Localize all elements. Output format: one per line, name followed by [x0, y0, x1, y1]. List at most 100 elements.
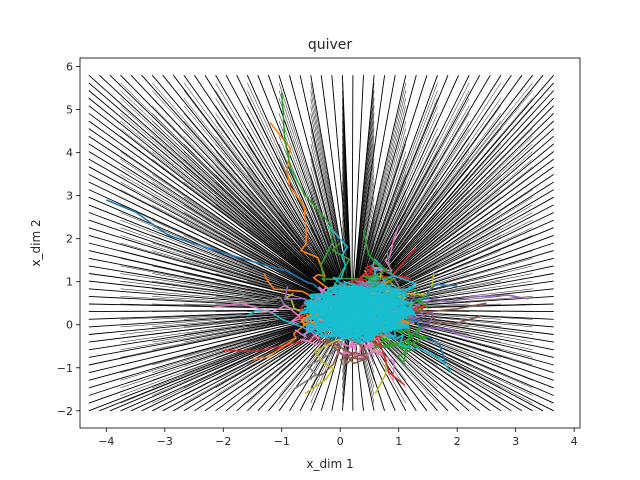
vector-arrow [363, 82, 555, 297]
vector-arrow [356, 75, 438, 296]
y-tick-label: 6 [66, 61, 73, 74]
vector-arrow [152, 82, 341, 297]
vector-arrow [88, 128, 337, 300]
vector-arrow [152, 128, 341, 299]
vector-arrow [120, 310, 339, 335]
vector-arrow [310, 98, 350, 298]
x-tick-label: 0 [337, 435, 344, 448]
vector-arrow [358, 82, 470, 297]
vector-arrow [354, 75, 396, 296]
vector-arrow [247, 174, 346, 302]
trajectory-layer [105, 92, 528, 395]
vector-arrow [88, 227, 337, 306]
vector-arrow [183, 97, 342, 298]
vector-arrow [358, 74, 470, 296]
vector-arrow [356, 82, 438, 297]
vector-arrow [310, 113, 350, 298]
vector-arrow [351, 75, 354, 296]
vector-arrow [183, 219, 342, 305]
vector-arrow [88, 273, 337, 308]
vector-arrow [352, 75, 375, 296]
vector-arrow [152, 158, 341, 301]
vector-arrow [352, 75, 364, 296]
vector-arrow [120, 315, 339, 412]
vector-arrow [289, 75, 349, 296]
x-tick-label: −3 [157, 435, 173, 448]
y-axis-label: x_dim 2 [29, 219, 43, 266]
vector-arrow [152, 151, 341, 301]
vector-arrow [215, 204, 344, 304]
vector-arrow [183, 181, 342, 303]
vector-arrow [120, 158, 339, 301]
vector-arrow [354, 128, 407, 299]
vector-arrow [88, 105, 337, 298]
vector-arrow [310, 174, 350, 302]
vector-arrow [363, 90, 555, 297]
trajectory-core [299, 280, 417, 345]
vector-arrow [278, 159, 348, 301]
x-axis: −4 −3 −2 −1 0 1 2 3 4 [98, 428, 578, 448]
vector-arrow [363, 315, 554, 412]
vector-arrow [363, 315, 544, 412]
y-axis: −2 −1 0 1 2 3 4 5 6 [57, 61, 80, 418]
vector-arrow [363, 74, 555, 296]
vector-arrow [88, 312, 337, 366]
vector-arrow [362, 82, 533, 297]
x-tick-label: −2 [215, 435, 231, 448]
vector-arrow [247, 151, 346, 301]
vector-arrow [88, 143, 337, 301]
vector-arrow [152, 204, 341, 304]
vector-arrow [362, 74, 533, 296]
vector-arrow [88, 173, 337, 303]
vector-arrow [356, 113, 438, 298]
vector-arrow [363, 74, 544, 296]
vector-arrow [278, 90, 348, 297]
vector-arrow [215, 158, 344, 301]
vector-arrow [109, 74, 338, 296]
vector-arrow [120, 181, 339, 303]
vector-arrow [120, 189, 339, 303]
vector-arrow [354, 75, 407, 296]
vector-arrow [363, 97, 555, 298]
vector-arrow [120, 151, 339, 301]
vector-arrow [183, 74, 343, 296]
vector-arrow [278, 143, 348, 300]
vector-arrow [354, 90, 407, 297]
x-tick-label: 4 [571, 435, 578, 448]
vector-arrow [363, 166, 554, 302]
vector-arrow [247, 143, 346, 300]
vector-arrow [354, 120, 407, 299]
vector-arrow [359, 74, 481, 296]
vector-arrow [120, 265, 339, 308]
y-tick-label: −2 [57, 405, 73, 418]
y-tick-label: −1 [57, 362, 73, 375]
x-tick-label: −4 [98, 435, 114, 448]
vector-arrow [152, 250, 340, 307]
vector-arrow [183, 90, 342, 297]
vector-arrow [354, 98, 407, 298]
y-tick-label: 0 [66, 319, 73, 332]
vector-arrow [183, 82, 342, 297]
vector-arrow [278, 105, 348, 298]
vector-arrow [360, 74, 502, 296]
vector-arrow [152, 136, 341, 300]
x-tick-label: 1 [395, 435, 402, 448]
vector-arrow [152, 219, 340, 305]
x-tick-label: 2 [454, 435, 461, 448]
vector-arrow [355, 75, 428, 296]
vector-arrow [247, 189, 346, 303]
vector-arrow [120, 313, 339, 381]
plot-area-frame [79, 57, 581, 429]
vector-arrow [359, 74, 491, 296]
vector-arrow [363, 112, 555, 299]
y-tick-label: 5 [66, 104, 73, 117]
vector-arrow [358, 151, 470, 301]
x-axis-label: x_dim 1 [306, 457, 353, 471]
vector-arrow [247, 90, 346, 297]
vector-arrow [246, 75, 347, 296]
chart-title: quiver [308, 37, 353, 53]
y-tick-label: 3 [66, 190, 73, 203]
vector-arrow [183, 212, 342, 305]
x-tick-label: −1 [274, 435, 290, 448]
vector-arrow [120, 174, 339, 302]
